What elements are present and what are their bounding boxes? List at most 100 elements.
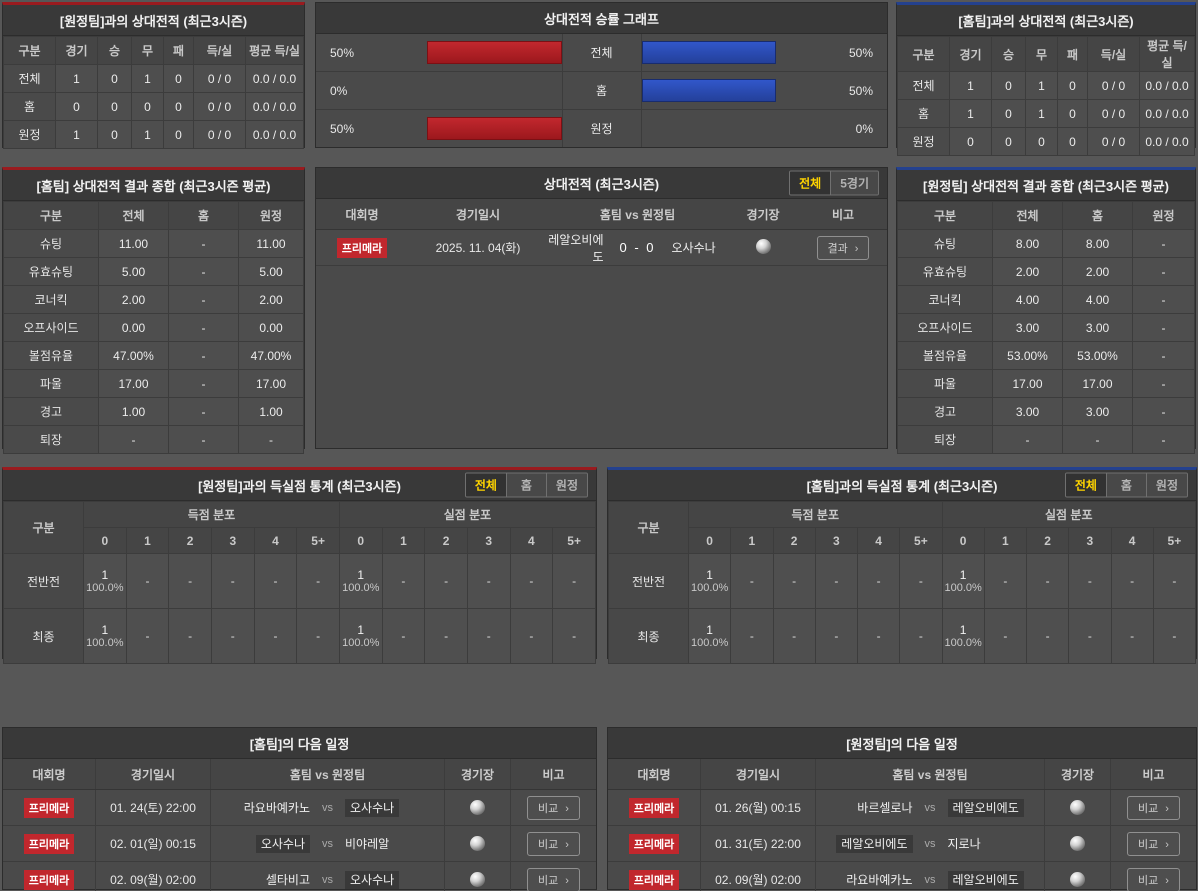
league-cell: 프리메라 <box>3 862 95 891</box>
table-cell: 17.00 <box>238 369 304 398</box>
pct-value: 100.0% <box>944 636 982 649</box>
table-cell: 원정 <box>897 127 950 156</box>
tab-away[interactable]: 원정 <box>1145 473 1187 497</box>
group-header: 실점 분포 <box>941 501 1196 528</box>
table-cell: 퇴장 <box>3 425 99 454</box>
soccer-ball-icon[interactable] <box>1070 800 1085 815</box>
table-row: 퇴장 - - - <box>3 425 304 454</box>
distribution-cell: - <box>552 553 596 609</box>
table-cell: 0 <box>163 64 194 93</box>
score-column-header: 3 <box>210 527 255 554</box>
table-cell: 파울 <box>3 369 99 398</box>
soccer-ball-icon[interactable] <box>755 238 771 254</box>
table-cell: 볼점유율 <box>897 341 993 370</box>
table-cell: 2.00 <box>1062 257 1133 286</box>
match-row: 프리메라 01. 31(토) 22:00 레알오비에도 vs 지로나 비교 <box>608 826 1196 862</box>
pct-value: 100.0% <box>342 636 380 649</box>
home-winrate-bar <box>427 117 562 140</box>
compare-button[interactable]: 비교 <box>527 795 580 820</box>
distribution-cell: - <box>168 608 212 664</box>
away-winrate-bar <box>641 41 776 64</box>
score-column-header: 4 <box>509 527 554 554</box>
panel-title-text: [원정팀]과의 득실점 통계 (최근3시즌) <box>198 478 401 494</box>
table-cell: 파울 <box>897 369 993 398</box>
table-cell: 53.00% <box>1062 341 1133 370</box>
team-text: 오사수나 <box>345 871 400 889</box>
goals-table: 구분 득점 분포 실점 분포 0 1 2 3 4 5+ 0 1 2 3 4 5+ 전반전 1 100.0% - - - -… <box>3 501 597 664</box>
match-datetime: 02. 09(월) 02:00 <box>700 862 815 891</box>
match-teams: 라요바예카노 vs 레알오비에도 <box>815 862 1044 891</box>
compare-button[interactable]: 비교 <box>527 867 580 891</box>
table-cell: 17.00 <box>992 369 1063 398</box>
table-cell: 1.00 <box>98 397 169 426</box>
soccer-ball-icon[interactable] <box>470 800 485 815</box>
note-cell: 결과 <box>799 235 887 260</box>
panel-title-text: 상대전적 승률 그래프 <box>544 11 659 27</box>
soccer-ball-icon[interactable] <box>470 836 485 851</box>
table-cell: 11.00 <box>238 229 304 258</box>
table-cell: 0 <box>1025 127 1058 156</box>
note-cell: 비교 <box>1110 790 1196 825</box>
panel-title-text: [홈팀]과의 상대전적 (최근3시즌) <box>958 13 1134 29</box>
tab-all[interactable]: 전체 <box>465 473 506 497</box>
distribution-cell: - <box>296 553 340 609</box>
venue-cell <box>1044 826 1110 861</box>
tab-all[interactable]: 전체 <box>1065 473 1106 497</box>
soccer-ball-icon[interactable] <box>1070 872 1085 887</box>
match-datetime: 2025. 11. 04(화) <box>435 241 521 255</box>
table-cell: 0 / 0 <box>1087 99 1140 128</box>
graph-row: 0% 홈 50% <box>316 72 887 110</box>
row-label: 최종 <box>608 608 689 664</box>
table-cell: 0 <box>991 99 1026 128</box>
table-cell: 코너킥 <box>3 285 99 314</box>
column-header: 패 <box>1057 36 1088 72</box>
table-cell: - <box>992 425 1063 454</box>
panel-away-schedule: [원정팀]의 다음 일정 대회명 경기일시 홈팀 vs 원정팀 경기장 비고 프리메라 01… <box>607 727 1197 891</box>
pct-value: 100.0% <box>690 581 729 594</box>
vs-label: vs <box>322 801 333 814</box>
away-team-name: 레알오비에도 <box>947 871 1045 889</box>
team-text: 바르셀로나 <box>857 801 913 815</box>
result-button[interactable]: 결과 <box>816 235 870 260</box>
score-column-header: 4 <box>253 527 298 554</box>
table-cell: 1 <box>949 71 992 100</box>
distribution-cell: - <box>856 553 901 609</box>
match-row: 프리메라 01. 24(토) 22:00 라요바예카노 vs 오사수나 비교 <box>3 790 596 826</box>
table-row: 코너킥 4.00 4.00- <box>897 285 1195 314</box>
distribution-cell: - <box>814 608 859 664</box>
score-column-header: 5+ <box>552 527 596 554</box>
goals-vs-home-table-container: 구분 득점 분포 실점 분포 0 1 2 3 4 5+ 0 1 2 3 4 5+ 전반전 1 100.0% - - - -… <box>608 501 1197 664</box>
league-badge: 프리메라 <box>23 797 75 818</box>
table-cell: 원정 <box>3 120 56 149</box>
compare-button[interactable]: 비교 <box>527 831 580 856</box>
teams-wrap: 바르셀로나 vs 레알오비에도 <box>816 799 1044 817</box>
home-team-name: 오사수나 <box>211 835 310 853</box>
count-value: 1 <box>357 622 365 637</box>
tab-all[interactable]: 전체 <box>790 171 831 195</box>
score-column-header: 2 <box>424 527 468 554</box>
stats-table: 구분 경기 승 무 패 득/실 평균 득/실 전체 1 0 1 0 0 / 0 0.0 / 0.0 홈 1 0 1… <box>897 36 1195 156</box>
column-header: 비고 <box>510 759 596 789</box>
tab-home[interactable]: 홈 <box>505 473 546 497</box>
distribution-cell: 1 100.0% <box>687 608 732 664</box>
soccer-ball-icon[interactable] <box>470 872 485 887</box>
panel-home-summary: [홈팀] 상대전적 결과 종합 (최근3시즌 평균) 구분 전체 홈 원정 슈팅 11.0… <box>2 167 305 454</box>
tab-away[interactable]: 원정 <box>545 473 587 497</box>
compare-button[interactable]: 비교 <box>1127 831 1180 856</box>
table-cell: - <box>168 397 239 426</box>
distribution-cell: - <box>253 608 298 664</box>
home-team-name: 레알오비에도 <box>548 231 603 265</box>
team-text: 레알오비에도 <box>836 835 913 853</box>
soccer-ball-icon[interactable] <box>1070 836 1085 851</box>
vs-label: vs <box>924 873 936 886</box>
compare-button[interactable]: 비교 <box>1127 867 1180 891</box>
venue-cell <box>1044 862 1110 891</box>
compare-button[interactable]: 비교 <box>1127 795 1180 820</box>
distribution-cell: - <box>125 553 170 609</box>
tab-5games[interactable]: 5경기 <box>830 171 878 195</box>
table-cell: 0 / 0 <box>1087 127 1140 156</box>
tab-home[interactable]: 홈 <box>1105 473 1146 497</box>
away-team-name: 지로나 <box>948 835 1045 852</box>
home-summary-table-container: 구분 전체 홈 원정 슈팅 11.00-11.00 유효슈팅 5.00-5.00 코너킥 2.00… <box>3 201 304 454</box>
